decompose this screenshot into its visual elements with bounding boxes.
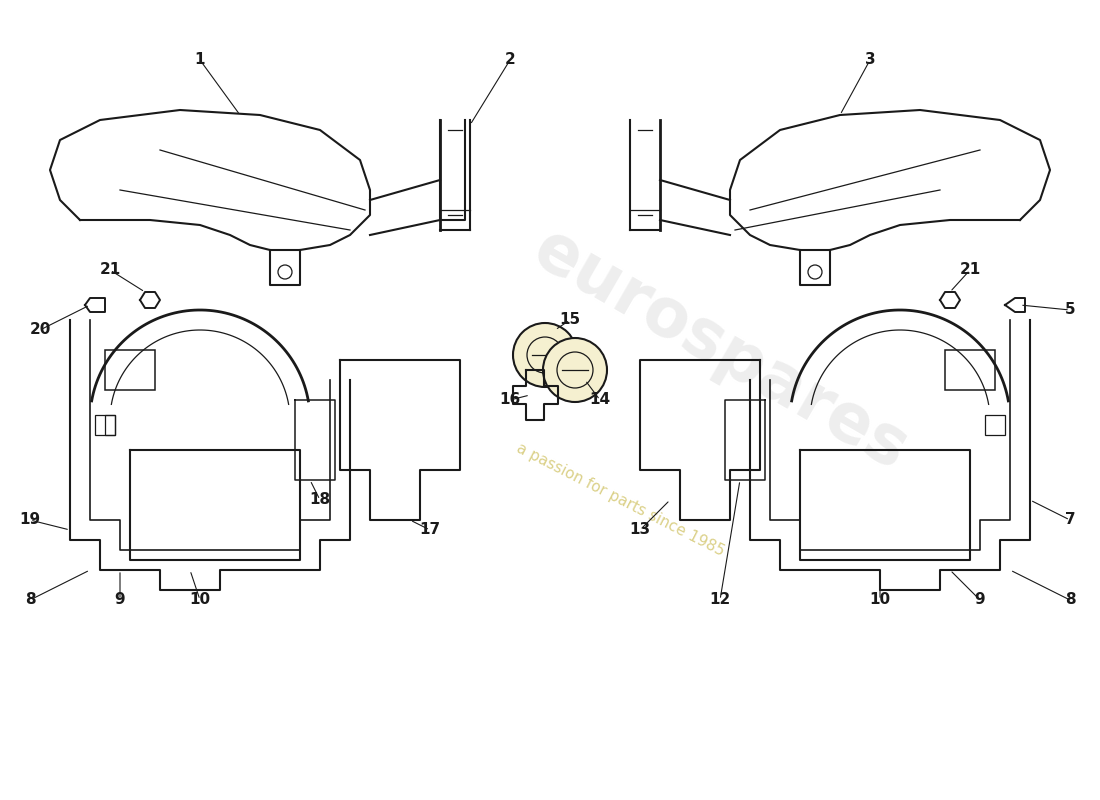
Text: 20: 20 [30,322,51,338]
Text: 12: 12 [710,593,730,607]
Text: 8: 8 [24,593,35,607]
Circle shape [543,338,607,402]
Text: 1: 1 [195,53,206,67]
Text: 19: 19 [20,513,41,527]
Text: 9: 9 [975,593,986,607]
Text: 9: 9 [114,593,125,607]
Text: 3: 3 [865,53,876,67]
Text: a passion for parts since 1985: a passion for parts since 1985 [514,441,726,559]
Bar [984,415,1005,435]
Bar [95,415,116,435]
Text: 10: 10 [869,593,891,607]
Bar [945,350,996,390]
Text: 21: 21 [959,262,980,278]
Bar [104,415,116,435]
Text: 13: 13 [629,522,650,538]
Text: 16: 16 [499,393,520,407]
Text: 7: 7 [1065,513,1076,527]
Text: 10: 10 [189,593,210,607]
Text: eurospares: eurospares [521,216,918,484]
Text: 8: 8 [1065,593,1076,607]
Text: 15: 15 [560,313,581,327]
Bar [104,350,155,390]
Text: 21: 21 [99,262,121,278]
Circle shape [513,323,578,387]
Text: 2: 2 [505,53,516,67]
Text: 18: 18 [309,493,331,507]
Text: 5: 5 [1065,302,1076,318]
Text: 14: 14 [590,393,610,407]
Text: 17: 17 [419,522,441,538]
